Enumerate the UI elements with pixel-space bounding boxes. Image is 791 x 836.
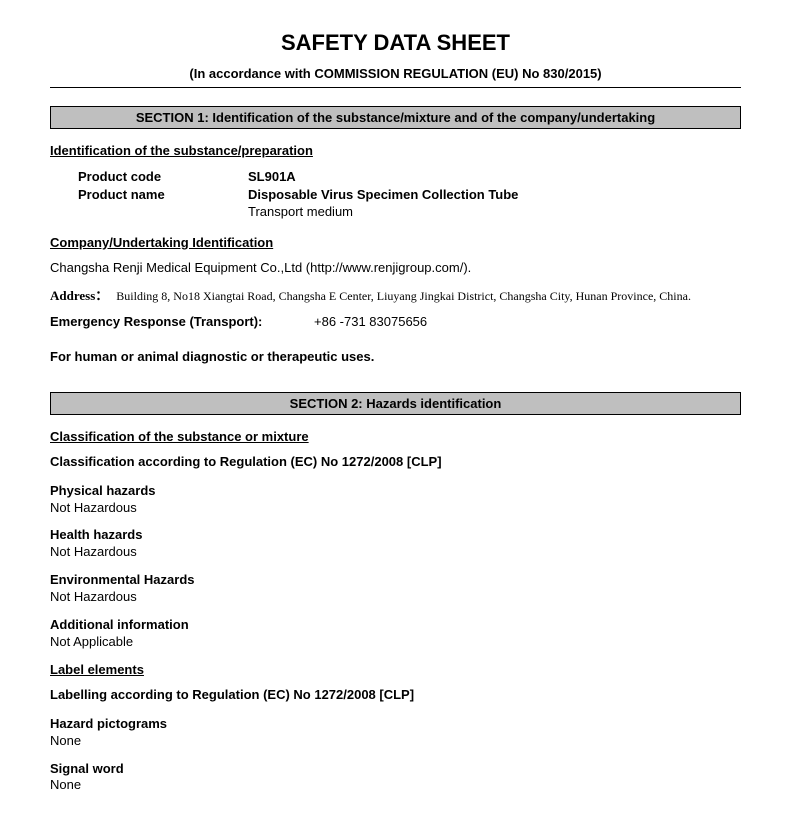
health-hazards-label: Health hazards [50, 527, 741, 544]
title-rule [50, 87, 741, 88]
physical-hazards-label: Physical hazards [50, 483, 741, 500]
hazard-pictograms-label: Hazard pictograms [50, 716, 741, 733]
physical-hazards-value: Not Hazardous [50, 500, 741, 517]
physical-hazards-block: Physical hazards Not Hazardous [50, 483, 741, 517]
product-sub-value: Transport medium [248, 203, 353, 221]
company-name-line: Changsha Renji Medical Equipment Co.,Ltd… [50, 260, 741, 275]
product-name-label: Product name [78, 186, 248, 204]
label-elements-heading: Label elements [50, 662, 741, 677]
emergency-value: +86 -731 83075656 [314, 314, 427, 329]
additional-info-block: Additional information Not Applicable [50, 617, 741, 651]
hazard-pictograms-value: None [50, 733, 741, 750]
environmental-hazards-label: Environmental Hazards [50, 572, 741, 589]
usage-statement: For human or animal diagnostic or therap… [50, 349, 741, 364]
address-row: Address： Building 8, No18 Xiangtai Road,… [50, 285, 741, 304]
clp-classification-line: Classification according to Regulation (… [50, 454, 741, 469]
additional-info-value: Not Applicable [50, 634, 741, 651]
classification-heading: Classification of the substance or mixtu… [50, 429, 741, 444]
section-2-header: SECTION 2: Hazards identification [50, 392, 741, 415]
product-code-label: Product code [78, 168, 248, 186]
signal-word-label: Signal word [50, 761, 741, 778]
emergency-label: Emergency Response (Transport): [50, 314, 314, 329]
document-title: SAFETY DATA SHEET [50, 30, 741, 56]
additional-info-label: Additional information [50, 617, 741, 634]
address-value: Building 8, No18 Xiangtai Road, Changsha… [116, 289, 691, 304]
health-hazards-value: Not Hazardous [50, 544, 741, 561]
product-sub-spacer [78, 203, 248, 221]
product-code-value: SL901A [248, 168, 296, 186]
section-1-header: SECTION 1: Identification of the substan… [50, 106, 741, 129]
address-label: Address： [50, 285, 108, 304]
product-info-block: Product code SL901A Product name Disposa… [78, 168, 741, 221]
document-subtitle: (In accordance with COMMISSION REGULATIO… [50, 66, 741, 81]
environmental-hazards-block: Environmental Hazards Not Hazardous [50, 572, 741, 606]
emergency-row: Emergency Response (Transport): +86 -731… [50, 314, 741, 329]
clp-labelling-line: Labelling according to Regulation (EC) N… [50, 687, 741, 702]
company-heading: Company/Undertaking Identification [50, 235, 741, 250]
health-hazards-block: Health hazards Not Hazardous [50, 527, 741, 561]
signal-word-value: None [50, 777, 741, 794]
signal-word-block: Signal word None [50, 761, 741, 795]
identification-heading: Identification of the substance/preparat… [50, 143, 741, 158]
hazard-pictograms-block: Hazard pictograms None [50, 716, 741, 750]
product-name-value: Disposable Virus Specimen Collection Tub… [248, 186, 518, 204]
environmental-hazards-value: Not Hazardous [50, 589, 741, 606]
